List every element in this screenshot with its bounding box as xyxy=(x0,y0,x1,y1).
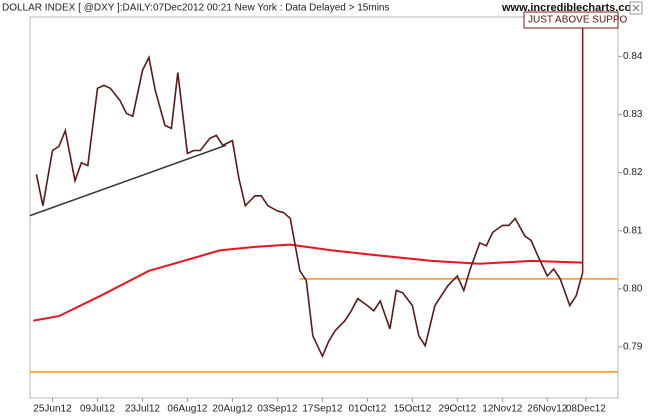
watermark: www.incrediblecharts.com xyxy=(501,2,641,14)
y-tick-label: 0.80 xyxy=(623,283,643,294)
series-line xyxy=(35,55,584,359)
y-tick-label: 0.84 xyxy=(623,51,643,62)
x-tick-label: 23Jul12 xyxy=(125,404,160,415)
y-tick-label: 0.82 xyxy=(623,167,643,178)
series-line xyxy=(29,144,227,217)
x-tick-label: 25Jun12 xyxy=(33,404,72,415)
x-tick-label: 03Sep12 xyxy=(257,404,297,415)
y-tick-label: 0.79 xyxy=(623,342,643,353)
chart-title: DOLLAR INDEX [ @DXY ]:DAILY:07Dec2012 00… xyxy=(2,3,389,14)
x-tick-label: 29Oct12 xyxy=(438,404,476,415)
x-tick-label: 06Aug12 xyxy=(167,404,207,415)
x-tick-label: 09Jul12 xyxy=(80,404,115,415)
plot-frame xyxy=(29,16,619,399)
x-tick-label: 20Aug12 xyxy=(212,404,252,415)
x-tick-label: 01Oct12 xyxy=(348,404,386,415)
annotation-text: JUST ABOVE SUPPO xyxy=(528,15,628,26)
close-icon xyxy=(632,4,640,12)
y-tick-label: 0.81 xyxy=(623,225,643,236)
x-tick-label: 08Dec12 xyxy=(566,404,606,415)
annotation-box xyxy=(523,11,619,29)
x-tick-label: 17Sep12 xyxy=(302,404,342,415)
x-tick-label: 12Nov12 xyxy=(482,404,522,415)
x-tick-label: 26Nov12 xyxy=(527,404,567,415)
y-tick-label: 0.83 xyxy=(623,109,643,120)
x-tick-label: 15Oct12 xyxy=(393,404,431,415)
